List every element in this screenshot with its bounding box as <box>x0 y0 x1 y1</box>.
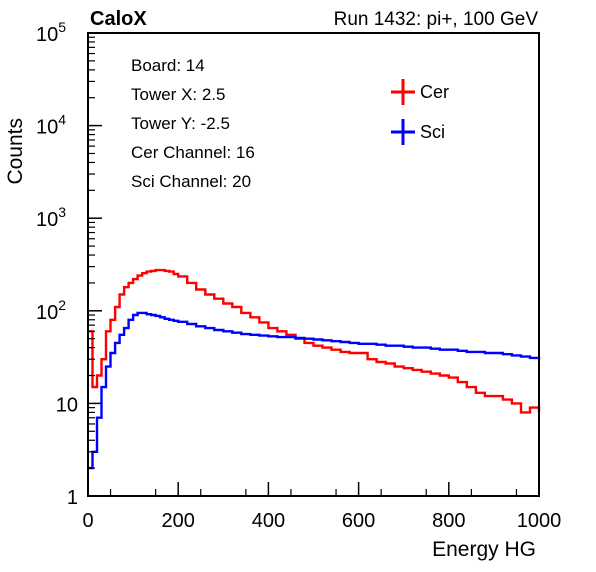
y-tick-label: 103 <box>36 204 66 231</box>
y-tick-label: 1 <box>67 487 78 509</box>
legend-label: Sci <box>420 122 445 142</box>
plot-area <box>88 268 541 470</box>
series-line-cer <box>88 268 541 414</box>
y-tick-label: 105 <box>36 19 66 46</box>
x-tick-label: 400 <box>252 510 285 532</box>
x-tick-label: 600 <box>342 510 375 532</box>
series-line-sci <box>88 311 541 470</box>
y-tick-label: 102 <box>36 297 66 324</box>
x-tick-label: 800 <box>432 510 465 532</box>
x-tick-label: 0 <box>82 510 93 532</box>
info-line: Cer Channel: 16 <box>131 143 255 162</box>
info-line: Tower Y: -2.5 <box>131 114 230 133</box>
info-box: Board: 14 Tower X: 2.5 Tower Y: -2.5 Cer Ch… <box>118 48 360 196</box>
y-tick-label: 104 <box>36 112 66 139</box>
legend-label: Cer <box>420 82 449 102</box>
y-axis: 1 10 102 103 104 105 <box>36 19 102 509</box>
chart-title-right: Run 1432: pi+, 100 GeV <box>334 9 539 30</box>
plot-frame <box>87 32 540 497</box>
legend: Cer Sci <box>391 79 449 145</box>
chart-title-left: CaloX <box>90 8 147 30</box>
info-box-background <box>118 48 360 196</box>
y-tick-label: 10 <box>56 394 78 416</box>
info-line: Tower X: 2.5 <box>131 85 226 104</box>
info-line: Sci Channel: 20 <box>131 172 251 191</box>
x-tick-label: 1000 <box>517 510 562 532</box>
x-axis-label: Energy HG <box>432 538 536 561</box>
x-tick-label: 200 <box>162 510 195 532</box>
x-axis: 0 200 400 600 800 1000 <box>82 482 561 532</box>
y-axis-label: Counts <box>4 118 27 185</box>
info-line: Board: 14 <box>131 56 205 75</box>
